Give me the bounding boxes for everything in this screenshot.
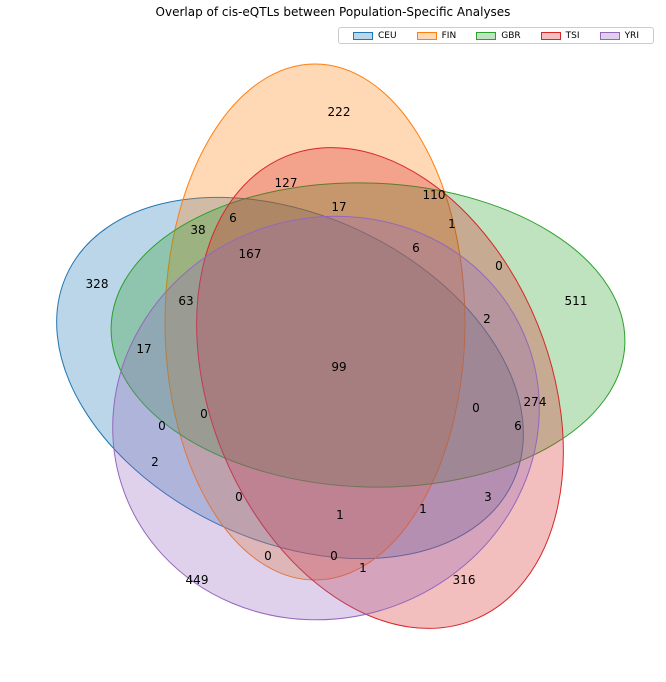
legend-swatch: [540, 31, 561, 40]
region-count-fin-gbr-tsi: 17: [331, 200, 346, 214]
region-count-gbr-yri: 0: [495, 259, 503, 273]
set-ellipse-gbr: [110, 182, 626, 488]
region-count-ceu-fin-gbr-tsi: 167: [239, 247, 262, 261]
legend-item-ceu: CEU: [353, 31, 397, 41]
legend-label: FIN: [441, 30, 457, 41]
set-ellipse-ceu: [56, 196, 524, 560]
region-count-ceu-tsi: 1: [359, 561, 367, 575]
legend-label: GBR: [501, 30, 521, 41]
region-count-gbr-only: 511: [565, 294, 588, 308]
region-count-ceu-gbr-tsi: 63: [178, 294, 193, 308]
chart-title: Overlap of cis-eQTLs between Population-…: [155, 5, 511, 19]
legend-swatch: [476, 31, 497, 40]
region-count-fin-gbr-tsi-yri: 6: [412, 241, 420, 255]
region-count-fin-tsi-yri: 1: [419, 502, 427, 516]
region-count-fin-only: 222: [328, 105, 351, 119]
legend-swatch: [353, 31, 374, 40]
region-count-tsi-yri: 3: [484, 490, 492, 504]
region-count-tsi-only: 316: [453, 573, 476, 587]
legend: CEU FIN GBR TSI YRI: [338, 27, 654, 44]
legend-label: YRI: [624, 30, 639, 41]
legend-swatch: [416, 31, 437, 40]
legend-label: CEU: [378, 30, 397, 41]
region-count-ceu-only: 328: [86, 277, 109, 291]
region-count-gbr-tsi: 274: [524, 395, 547, 409]
legend-item-tsi: TSI: [540, 30, 580, 41]
region-count-ceu-yri: 2: [151, 455, 159, 469]
legend-item-fin: FIN: [416, 30, 457, 41]
set-ellipse-yri: [112, 215, 540, 621]
region-count-ceu-tsi-yri: 0: [330, 549, 338, 563]
region-count-all: 99: [331, 360, 346, 374]
region-count-ceu-fin-gbr-yri: 0: [472, 401, 480, 415]
region-count-fin-yri: 0: [264, 549, 272, 563]
legend-swatch: [599, 31, 620, 40]
region-count-ceu-fin: 38: [190, 223, 205, 237]
set-ellipse-tsi: [196, 147, 564, 629]
region-count-ceu-fin-tsi-yri: 1: [336, 508, 344, 522]
region-count-ceu-gbr: 17: [136, 342, 151, 356]
legend-label: TSI: [565, 30, 580, 41]
region-count-gbr-tsi-extra: 6: [514, 419, 522, 433]
region-count-ceu-gbr-yri: 0: [200, 407, 208, 421]
region-count-ceu-gbr-tsi-yri: 0: [158, 419, 166, 433]
region-count-yri-only: 449: [186, 573, 209, 587]
region-count-gbr-tsi-yri: 2: [483, 312, 491, 326]
region-count-fin-tsi: 127: [275, 176, 298, 190]
region-count-ceu-fin-yri: 0: [235, 490, 243, 504]
legend-item-gbr: GBR: [476, 30, 521, 41]
region-count-fin-gbr-yri: 1: [448, 217, 456, 231]
region-count-ceu-fin-tsi: 6: [229, 211, 237, 225]
set-ellipse-fin: [164, 63, 466, 581]
legend-item-yri: YRI: [599, 30, 639, 41]
region-count-fin-gbr: 110: [423, 188, 446, 202]
